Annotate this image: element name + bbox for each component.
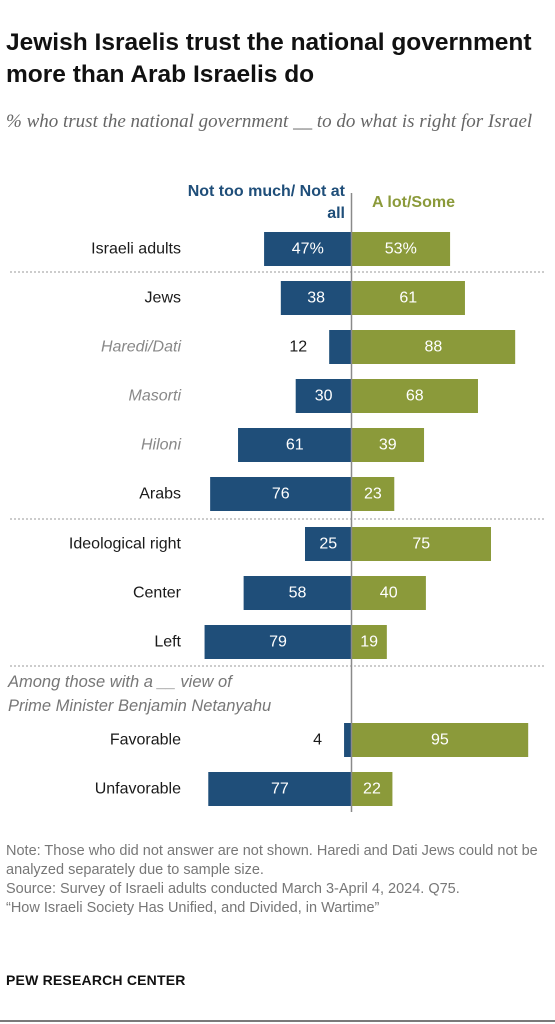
chart-subtitle: % who trust the national government __ t… (6, 111, 533, 132)
value-neg-israeli-adults: 47% (292, 241, 324, 258)
bar-neg-favorable (344, 723, 352, 757)
group-note-line-2: Prime Minister Benjamin Netanyahu (8, 697, 271, 715)
chart-title: Jewish Israelis trust the national gover… (6, 29, 532, 88)
value-neg-jews: 38 (307, 290, 325, 307)
value-pos-arabs: 23 (364, 486, 382, 503)
value-neg-unfavorable: 77 (271, 781, 289, 798)
bar-pos-masorti (351, 379, 478, 413)
bar-pos-left (351, 625, 387, 659)
value-pos-favorable: 95 (431, 732, 449, 749)
bar-pos-arabs (351, 477, 395, 511)
value-neg-arabs: 76 (272, 486, 290, 503)
footer-notes: Note: Those who did not answer are not s… (6, 842, 551, 918)
bar-pos-unfavorable (351, 772, 393, 806)
footer-source: Source: Survey of Israeli adults conduct… (6, 881, 460, 897)
bar-pos-ideological-right (351, 527, 491, 561)
value-neg-left: 79 (269, 634, 287, 651)
bar-neg-hiloni (238, 428, 352, 462)
row-label-hiloni: Hiloni (141, 437, 181, 454)
value-pos-hiloni: 39 (379, 437, 397, 454)
bar-neg-arabs (210, 477, 352, 511)
row-label-favorable: Favorable (110, 732, 181, 749)
row-label-unfavorable: Unfavorable (95, 781, 181, 798)
diverging-bar-chart: Israeli adults 47% 53% Jews 38 61 Haredi/Dati 1… (7, 193, 544, 812)
row-label-haredi-dati: Haredi/Dati (101, 339, 181, 356)
bar-pos-jews (351, 281, 465, 315)
bar-pos-israeli-adults (351, 232, 451, 266)
bar-pos-center (351, 576, 426, 610)
row-label-left: Left (154, 634, 181, 651)
bar-neg-ideological-right (305, 527, 352, 561)
legend-not-too-much: Not too much/ Not at all (187, 183, 345, 222)
footer-note: Note: Those who did not answer are not s… (6, 843, 538, 878)
row-label-arabs: Arabs (139, 486, 181, 503)
value-pos-left: 19 (360, 634, 378, 651)
value-neg-haredi-dati: 12 (289, 339, 307, 356)
brand-name: PEW RESEARCH CENTER (6, 972, 186, 988)
group-note-line-1: Among those with a __ view of (7, 673, 234, 691)
value-pos-jews: 61 (399, 290, 417, 307)
value-neg-favorable: 4 (313, 732, 322, 749)
bar-pos-favorable (351, 723, 529, 757)
value-neg-masorti: 30 (315, 388, 333, 405)
bar-neg-jews (280, 281, 352, 315)
row-label-masorti: Masorti (129, 388, 182, 405)
bar-neg-israeli-adults (264, 232, 352, 266)
value-pos-israeli-adults: 53% (385, 241, 417, 258)
legend-a-lot-some: A lot/Some (372, 194, 455, 211)
bar-neg-masorti (295, 379, 352, 413)
row-label-center: Center (133, 585, 182, 602)
bar-neg-left (204, 625, 352, 659)
bar-neg-unfavorable (208, 772, 352, 806)
value-pos-unfavorable: 22 (363, 781, 381, 798)
row-label-ideological-right: Ideological right (69, 536, 182, 553)
value-neg-hiloni: 61 (286, 437, 304, 454)
bar-pos-haredi-dati (351, 330, 516, 364)
bar-pos-hiloni (351, 428, 425, 462)
value-pos-ideological-right: 75 (412, 536, 430, 553)
value-neg-ideological-right: 25 (319, 536, 337, 553)
value-pos-center: 40 (380, 585, 398, 602)
row-label-israeli-adults: Israeli adults (91, 241, 181, 258)
value-pos-masorti: 68 (406, 388, 424, 405)
value-pos-haredi-dati: 88 (424, 339, 442, 356)
bar-neg-haredi-dati (329, 330, 352, 364)
row-label-jews: Jews (145, 290, 181, 307)
bar-neg-center (243, 576, 352, 610)
footer-report-title: “How Israeli Society Has Unified, and Di… (6, 900, 380, 916)
bottom-rule (0, 1020, 555, 1022)
value-neg-center: 58 (289, 585, 307, 602)
